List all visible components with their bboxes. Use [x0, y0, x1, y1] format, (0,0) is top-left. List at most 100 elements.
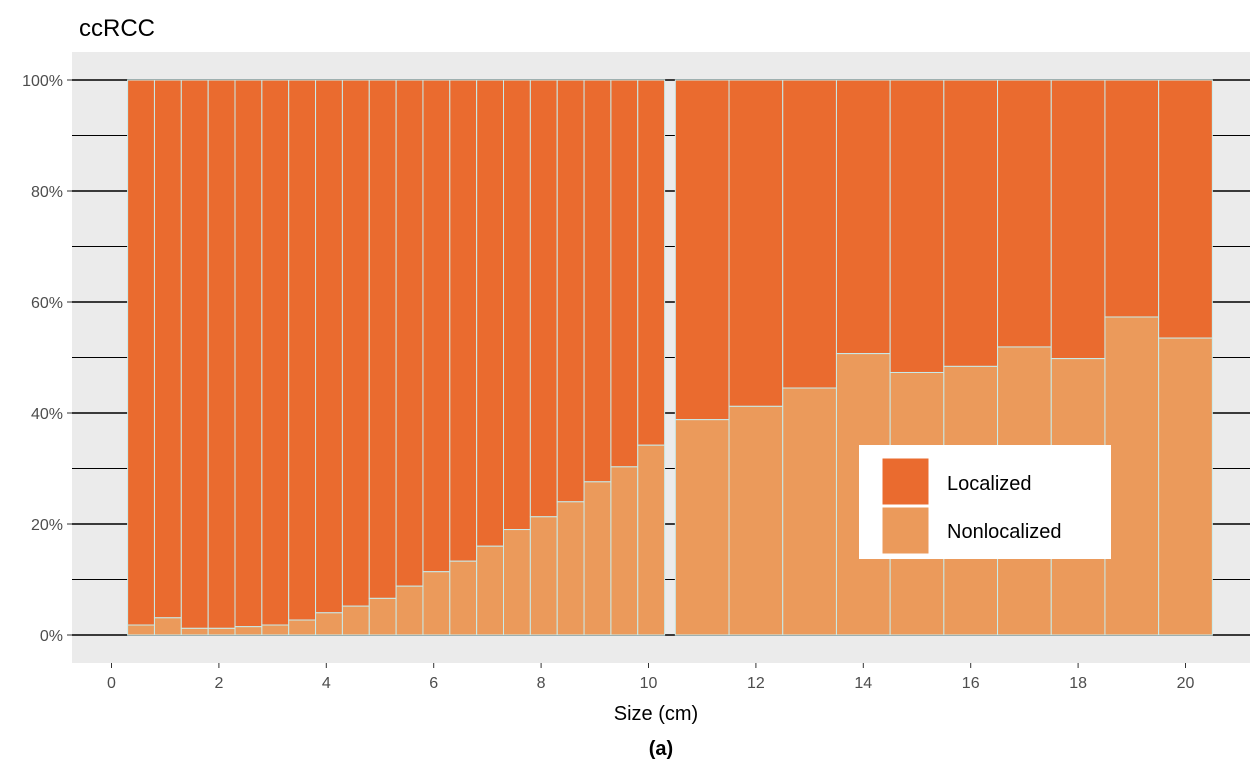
y-tick-label: 100%	[22, 73, 63, 90]
bar-group	[674, 79, 730, 636]
bar-group	[449, 79, 478, 636]
bar-nonlocalized	[529, 516, 558, 636]
chart-title: ccRCC	[79, 15, 155, 42]
bar-group	[315, 79, 343, 636]
x-tick-label: 18	[1069, 675, 1087, 692]
bar-group	[180, 79, 209, 636]
bar-group	[1104, 79, 1160, 636]
bar-localized	[234, 79, 263, 628]
bar-nonlocalized	[422, 571, 451, 636]
bar-nonlocalized	[674, 419, 730, 636]
bar-group	[503, 79, 531, 636]
bar-localized	[315, 79, 343, 614]
bar-group	[234, 79, 263, 636]
bar-group	[583, 79, 612, 636]
bar-nonlocalized	[610, 466, 639, 636]
bar-localized	[782, 79, 837, 389]
legend-swatch-localized	[881, 457, 930, 506]
bar-group	[288, 79, 317, 636]
bar-nonlocalized	[637, 444, 666, 636]
x-axis: 0 2 4 6 8 10 12 14 16 18 20	[107, 663, 1195, 692]
y-tick-label: 0%	[40, 628, 63, 645]
bar-nonlocalized	[180, 627, 209, 636]
bar-nonlocalized	[476, 545, 505, 636]
bar-nonlocalized	[556, 501, 585, 636]
y-tick-label: 40%	[31, 406, 63, 423]
bar-group	[943, 79, 999, 636]
bar-localized	[180, 79, 209, 629]
bar-localized	[422, 79, 451, 573]
x-tick-label: 8	[537, 675, 546, 692]
bar-localized	[943, 79, 999, 367]
bar-nonlocalized	[315, 612, 343, 636]
bar-localized	[529, 79, 558, 518]
bar-group	[341, 79, 370, 636]
bar-localized	[207, 79, 236, 629]
y-axis: 0% 20% 40% 60% 80% 100%	[22, 73, 72, 645]
bar-group	[556, 79, 585, 636]
x-tick-label: 12	[747, 675, 765, 692]
x-tick-label: 20	[1177, 675, 1195, 692]
bar-localized	[997, 79, 1052, 348]
legend: Localized Nonlocalized	[859, 445, 1111, 559]
x-tick-label: 2	[214, 675, 223, 692]
x-tick-label: 10	[640, 675, 658, 692]
bar-group	[153, 79, 182, 636]
bar-nonlocalized	[341, 605, 370, 636]
bar-group	[422, 79, 451, 636]
bar-nonlocalized	[1158, 337, 1213, 636]
bar-nonlocalized	[503, 529, 531, 636]
legend-label-nonlocalized: Nonlocalized	[947, 521, 1062, 543]
bar-group	[610, 79, 639, 636]
bar-localized	[674, 79, 730, 421]
bar-nonlocalized	[583, 481, 612, 636]
bar-nonlocalized	[449, 560, 478, 636]
bar-localized	[556, 79, 585, 503]
bar-localized	[261, 79, 290, 626]
bar-localized	[1104, 79, 1160, 318]
bar-localized	[368, 79, 397, 599]
bar-nonlocalized	[728, 405, 784, 636]
bar-nonlocalized	[234, 626, 263, 636]
bar-nonlocalized	[395, 585, 424, 636]
y-tick-label: 80%	[31, 184, 63, 201]
bar-group	[261, 79, 290, 636]
bar-group	[1158, 79, 1213, 636]
bar-localized	[610, 79, 639, 468]
bar-group	[782, 79, 837, 636]
x-tick-label: 14	[854, 675, 872, 692]
bar-group	[529, 79, 558, 636]
bar-localized	[728, 79, 784, 407]
x-tick-label: 0	[107, 675, 116, 692]
bar-localized	[889, 79, 945, 373]
bar-localized	[449, 79, 478, 562]
bar-group	[637, 79, 666, 636]
x-tick-label: 16	[962, 675, 980, 692]
bar-localized	[503, 79, 531, 531]
bar-group	[476, 79, 505, 636]
x-tick-label: 6	[429, 675, 438, 692]
bar-nonlocalized	[261, 624, 290, 636]
bar-localized	[153, 79, 182, 619]
x-axis-title: Size (cm)	[614, 703, 698, 725]
bars	[127, 79, 1213, 636]
bar-localized	[476, 79, 505, 547]
figure-caption: (a)	[649, 738, 673, 760]
bar-group	[207, 79, 236, 636]
x-tick-label: 4	[322, 675, 331, 692]
bar-localized	[395, 79, 424, 587]
y-tick-label: 60%	[31, 295, 63, 312]
y-tick-label: 20%	[31, 517, 63, 534]
bar-nonlocalized	[288, 619, 317, 636]
bar-nonlocalized	[207, 627, 236, 636]
bar-group	[368, 79, 397, 636]
legend-swatch-nonlocalized	[881, 506, 930, 555]
bar-localized	[1158, 79, 1213, 339]
bar-group	[728, 79, 784, 636]
bar-group	[127, 79, 155, 636]
bar-localized	[341, 79, 370, 607]
bar-localized	[583, 79, 612, 483]
bar-localized	[127, 79, 155, 626]
bar-localized	[288, 79, 317, 621]
bar-nonlocalized	[153, 617, 182, 636]
